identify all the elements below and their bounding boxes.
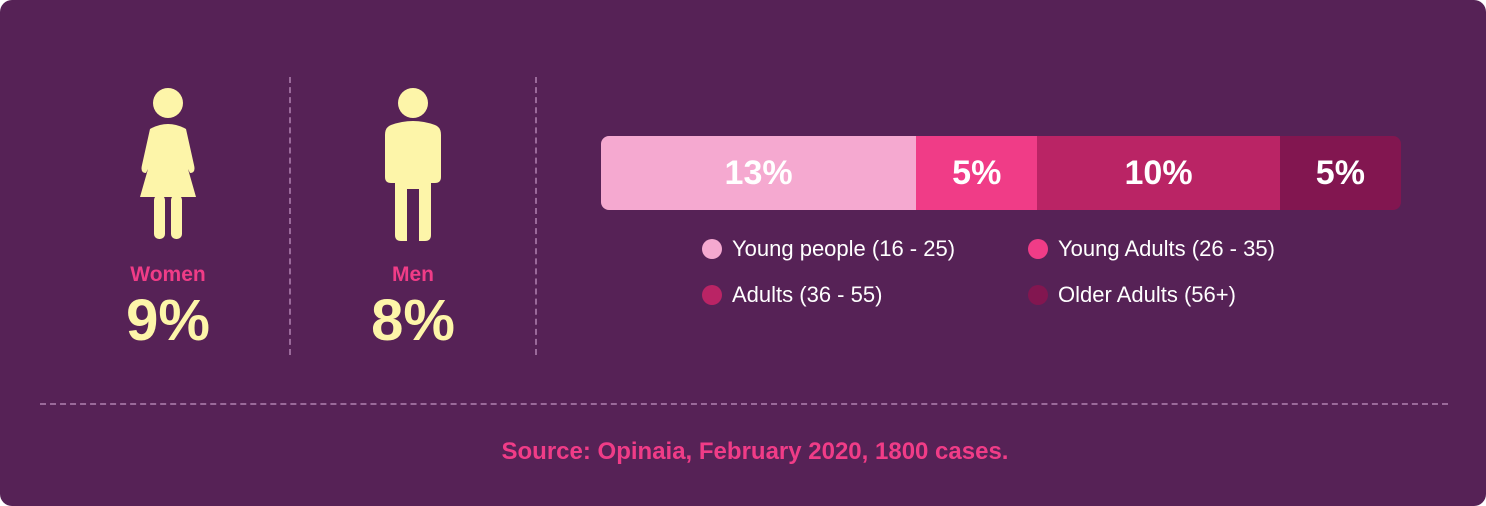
women-value: 9% [126, 288, 210, 353]
source-note: Source: Opinaia, February 2020, 1800 cas… [501, 438, 1009, 465]
legend-item: Older Adults (56+) [1028, 282, 1236, 308]
men-value: 8% [371, 288, 455, 353]
bar-segment-label: 5% [1315, 153, 1365, 192]
men-label: Men [392, 263, 434, 286]
woman-icon [140, 88, 196, 239]
legend-swatch [702, 239, 722, 259]
bar-segment: 10% [1037, 136, 1280, 210]
divider-vertical [289, 77, 291, 355]
bar-segment: 5% [916, 136, 1038, 210]
divider-horizontal [40, 403, 1448, 405]
legend-item: Young Adults (26 - 35) [1028, 236, 1275, 262]
bar-segment-label: 10% [1124, 153, 1193, 192]
divider-vertical [535, 77, 537, 355]
bar-segment-label: 5% [952, 153, 1002, 192]
legend-label: Young Adults (26 - 35) [1058, 236, 1275, 261]
legend-item: Young people (16 - 25) [702, 236, 955, 262]
age-stacked-bar: 13% 5% 10% 5% [601, 136, 1401, 210]
legend-item: Adults (36 - 55) [702, 282, 882, 308]
legend-swatch [1028, 285, 1048, 305]
legend-label: Young people (16 - 25) [732, 236, 956, 261]
bar-segment: 5% [1279, 136, 1401, 210]
legend-label: Adults (36 - 55) [732, 282, 883, 307]
bar-segment-label: 13% [724, 153, 793, 192]
man-icon [385, 88, 441, 241]
legend-label: Older Adults (56+) [1058, 282, 1236, 307]
women-label: Women [130, 263, 206, 286]
legend-swatch [702, 285, 722, 305]
women-stat: Women 9% [93, 85, 243, 353]
men-stat: Men 8% [338, 85, 488, 353]
legend-swatch [1028, 239, 1048, 259]
bar-segment: 13% [601, 136, 917, 210]
